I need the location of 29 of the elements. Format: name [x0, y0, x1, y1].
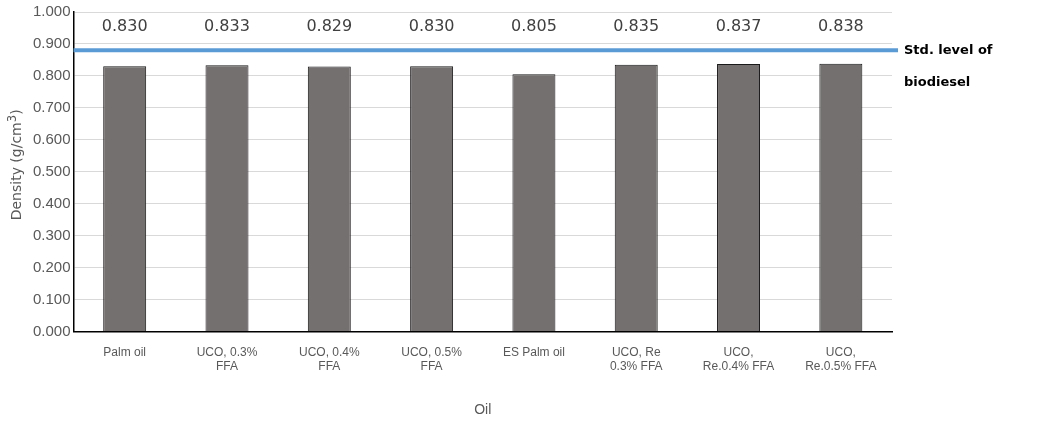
x-tick-label: UCO, 0.3% FFA	[196, 344, 258, 374]
y-tick-label: 0.400	[32, 193, 71, 211]
data-label: 0.830	[408, 15, 455, 35]
y-tick-label: 0.300	[32, 225, 71, 243]
x-tick-label: UCO, Re.0.5% FFA	[805, 344, 877, 374]
y-tick-label: 0.500	[32, 161, 71, 179]
text: Std. level of biodiesel	[904, 41, 993, 89]
y-tick-label: 1.000	[32, 2, 71, 20]
x-tick-label: UCO, Re 0.3% FFA	[609, 344, 663, 374]
y-tick-label: 0.100	[32, 289, 71, 307]
data-label: 0.829	[306, 15, 353, 35]
x-axis-title: Oil	[474, 401, 492, 418]
y-tick-label: 0.600	[32, 129, 71, 147]
data-label: 0.830	[101, 15, 148, 35]
data-label: 0.838	[817, 15, 864, 35]
y-tick-label: 0.900	[32, 34, 71, 52]
data-label: 0.833	[204, 15, 250, 35]
x-tick-label: ES Palm oil	[502, 344, 565, 359]
y-tick-label: 0.200	[32, 257, 71, 275]
x-tick-label: UCO, 0.5% FFA	[401, 344, 463, 374]
x-tick-label: UCO, Re.0.4% FFA	[702, 344, 775, 374]
x-tick-label: Palm oil	[103, 344, 147, 359]
y-tick-label: 0.000	[32, 321, 71, 339]
data-label: 0.837	[715, 15, 762, 35]
data-label: 0.835	[613, 15, 660, 35]
y-tick-label: 0.700	[32, 97, 71, 115]
x-tick-label: UCO, 0.4% FFA	[298, 344, 360, 374]
data-label: 0.805	[511, 15, 557, 35]
y-tick-label: 0.800	[32, 66, 71, 84]
